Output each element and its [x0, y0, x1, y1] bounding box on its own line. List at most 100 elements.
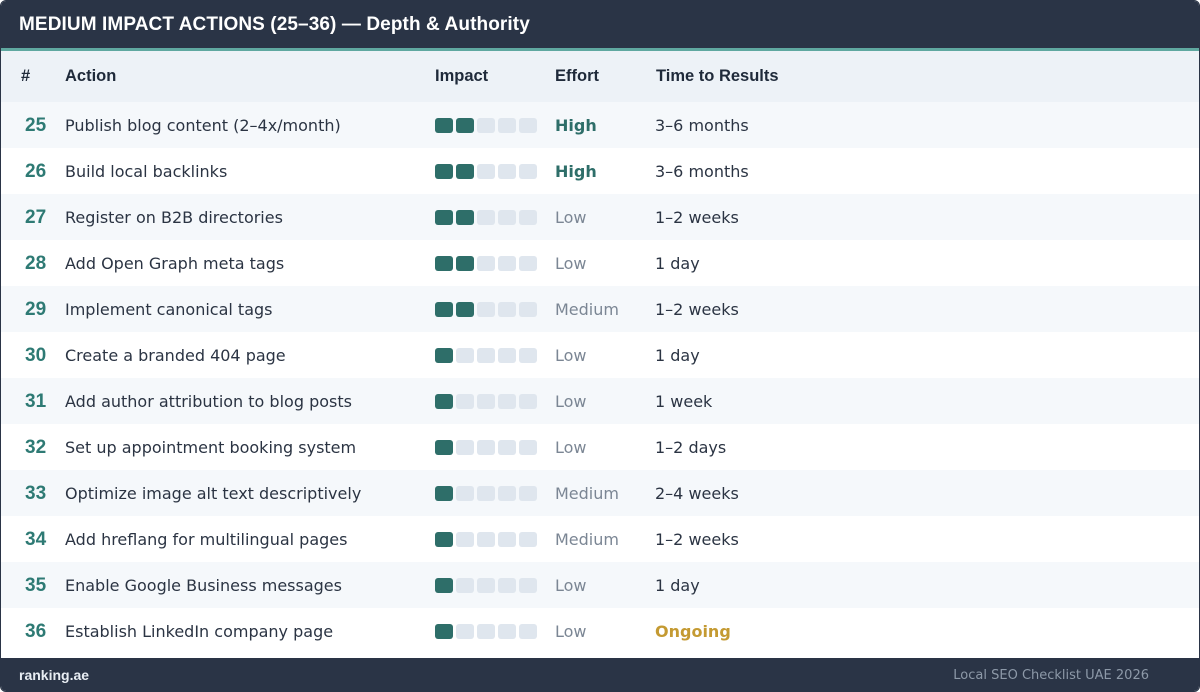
table-body: 25 Publish blog content (2–4x/month) High 3…	[1, 102, 1199, 654]
impact-segment-filled	[435, 486, 453, 501]
effort-level: Low	[555, 392, 587, 411]
impact-segment-empty	[477, 532, 495, 547]
impact-meter	[435, 210, 537, 225]
impact-segment-filled	[435, 348, 453, 363]
impact-meter	[435, 532, 537, 547]
action-text: Set up appointment booking system	[65, 438, 357, 457]
row-number: 25	[25, 115, 47, 136]
table-row: 32 Set up appointment booking system Low 1–…	[1, 424, 1199, 470]
impact-segment-filled	[435, 210, 453, 225]
table-row: 26 Build local backlinks High 3–6 months	[1, 148, 1199, 194]
row-number: 33	[25, 483, 47, 504]
column-header-effort: Effort	[555, 67, 599, 85]
impact-segment-empty	[477, 440, 495, 455]
action-text: Add Open Graph meta tags	[65, 254, 285, 273]
impact-segment-empty	[519, 578, 537, 593]
action-text: Build local backlinks	[65, 162, 228, 181]
impact-meter	[435, 164, 537, 179]
effort-level: Low	[555, 346, 587, 365]
impact-segment-empty	[456, 394, 474, 409]
impact-meter	[435, 394, 537, 409]
impact-segment-empty	[456, 624, 474, 639]
effort-level: Low	[555, 208, 587, 227]
table-row: 35 Enable Google Business messages Low 1 da…	[1, 562, 1199, 608]
impact-segment-empty	[498, 118, 516, 133]
action-text: Establish LinkedIn company page	[65, 622, 334, 641]
impact-segment-filled	[435, 532, 453, 547]
action-text: Optimize image alt text descriptively	[65, 484, 362, 503]
time-to-results: 1 week	[655, 392, 713, 411]
time-to-results: 1 day	[655, 346, 700, 365]
impact-meter	[435, 440, 537, 455]
impact-segment-empty	[498, 440, 516, 455]
impact-segment-empty	[456, 348, 474, 363]
effort-level: High	[555, 162, 597, 181]
column-header-time: Time to Results	[656, 67, 779, 85]
impact-meter	[435, 578, 537, 593]
impact-segment-filled	[456, 256, 474, 271]
table-row: 25 Publish blog content (2–4x/month) High 3…	[1, 102, 1199, 148]
row-number: 35	[25, 575, 47, 596]
impact-segment-empty	[477, 394, 495, 409]
effort-level: High	[555, 116, 597, 135]
impact-segment-empty	[456, 486, 474, 501]
impact-segment-empty	[519, 532, 537, 547]
impact-segment-empty	[498, 210, 516, 225]
time-to-results: Ongoing	[655, 622, 731, 641]
impact-meter	[435, 118, 537, 133]
effort-level: Medium	[555, 300, 619, 319]
impact-segment-empty	[519, 302, 537, 317]
time-to-results: 1–2 weeks	[655, 208, 739, 227]
impact-segment-filled	[456, 164, 474, 179]
impact-segment-empty	[498, 348, 516, 363]
impact-segment-filled	[456, 210, 474, 225]
table-row: 30 Create a branded 404 page Low 1 day	[1, 332, 1199, 378]
impact-segment-empty	[477, 348, 495, 363]
impact-segment-empty	[477, 164, 495, 179]
impact-segment-filled	[435, 256, 453, 271]
impact-segment-filled	[435, 164, 453, 179]
impact-segment-filled	[435, 578, 453, 593]
impact-segment-empty	[456, 578, 474, 593]
action-text: Add author attribution to blog posts	[65, 392, 352, 411]
impact-segment-filled	[435, 302, 453, 317]
effort-level: Low	[555, 576, 587, 595]
row-number: 30	[25, 345, 47, 366]
effort-level: Low	[555, 622, 587, 641]
table-row: 34 Add hreflang for multilingual pages Med…	[1, 516, 1199, 562]
impact-segment-filled	[435, 440, 453, 455]
impact-segment-empty	[519, 394, 537, 409]
impact-segment-empty	[498, 164, 516, 179]
time-to-results: 3–6 months	[655, 116, 749, 135]
impact-segment-empty	[519, 486, 537, 501]
impact-segment-empty	[519, 118, 537, 133]
impact-segment-empty	[477, 210, 495, 225]
impact-segment-empty	[498, 486, 516, 501]
effort-level: Low	[555, 438, 587, 457]
effort-level: Low	[555, 254, 587, 273]
column-header-num: #	[21, 67, 31, 85]
time-to-results: 1 day	[655, 576, 700, 595]
time-to-results: 1–2 weeks	[655, 530, 739, 549]
row-number: 27	[25, 207, 47, 228]
row-number: 34	[25, 529, 47, 550]
row-number: 31	[25, 391, 47, 412]
impact-segment-empty	[477, 486, 495, 501]
table-header: # Action Impact Effort Time to Results	[1, 51, 1199, 102]
impact-segment-empty	[477, 118, 495, 133]
row-number: 32	[25, 437, 47, 458]
column-header-impact: Impact	[435, 67, 489, 85]
impact-segment-empty	[498, 624, 516, 639]
impact-segment-filled	[435, 118, 453, 133]
footer-brand: ranking.ae	[19, 667, 90, 683]
title-bar: MEDIUM IMPACT ACTIONS (25–36) — Depth & …	[1, 1, 1199, 51]
impact-meter	[435, 302, 537, 317]
impact-segment-empty	[498, 302, 516, 317]
table-row: 36 Establish LinkedIn company page Low Ongo…	[1, 608, 1199, 654]
action-text: Implement canonical tags	[65, 300, 273, 319]
impact-segment-empty	[519, 256, 537, 271]
action-text: Register on B2B directories	[65, 208, 283, 227]
row-number: 36	[25, 621, 47, 642]
column-header-action: Action	[65, 67, 117, 85]
